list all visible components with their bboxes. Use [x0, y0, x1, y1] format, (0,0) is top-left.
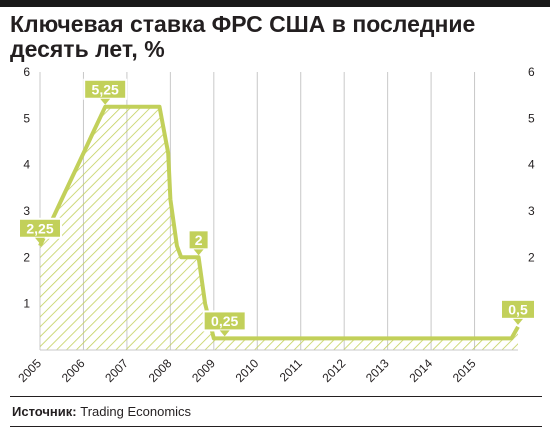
value-label: 0,25	[211, 313, 238, 329]
x-tick-label: 2010	[233, 356, 262, 385]
y-tick-label-right: 5	[528, 111, 535, 125]
x-tick-label: 2012	[320, 356, 349, 385]
area-layer	[38, 104, 520, 350]
x-tick-label: 2015	[450, 356, 479, 385]
value-label-pointer	[100, 98, 111, 105]
y-tick-label-right: 4	[528, 158, 535, 172]
value-label-pointer	[193, 249, 204, 256]
y-tick-label-left: 1	[23, 297, 30, 311]
chart-title: Ключевая ставка ФРС США в последние деся…	[10, 11, 476, 62]
y-tick-label-right: 6	[528, 65, 535, 79]
x-tick-label: 2009	[189, 356, 218, 385]
y-tick-label-right: 2	[528, 250, 535, 264]
x-tick-label: 2008	[146, 356, 175, 385]
source-line: Источник: Trading Economics	[12, 404, 191, 419]
annotation-layer: 2,25 5,25 2 0,25 0,5	[18, 78, 536, 337]
bottom-divider	[10, 426, 542, 427]
top-bar	[0, 0, 550, 7]
value-label-pointer	[35, 237, 45, 244]
source-label: Источник:	[12, 404, 77, 419]
source-text: Trading Economics	[80, 404, 192, 419]
x-tick-label: 2014	[406, 356, 435, 385]
value-label: 5,25	[92, 81, 119, 97]
value-label: 2	[195, 232, 203, 248]
x-tick-label: 2011	[277, 356, 305, 384]
y-tick-label-right: 3	[528, 204, 535, 218]
area-fill	[40, 106, 518, 350]
value-label-pointer	[219, 330, 230, 337]
x-tick-label: 2013	[363, 356, 392, 385]
series-line	[38, 104, 520, 341]
y-tick-label-left: 3	[23, 204, 30, 218]
x-tick-label: 2006	[59, 356, 88, 385]
value-label: 0,5	[508, 301, 528, 317]
value-label-pointer	[513, 318, 523, 325]
y-tick-label-left: 4	[23, 158, 30, 172]
x-tick-label: 2007	[102, 356, 131, 385]
y-tick-label-left: 6	[23, 65, 30, 79]
source-divider	[10, 396, 542, 397]
x-tick-label: 2005	[15, 356, 44, 385]
value-label: 2,25	[26, 220, 53, 236]
y-tick-label-left: 2	[23, 250, 30, 264]
y-tick-label-left: 5	[23, 111, 30, 125]
